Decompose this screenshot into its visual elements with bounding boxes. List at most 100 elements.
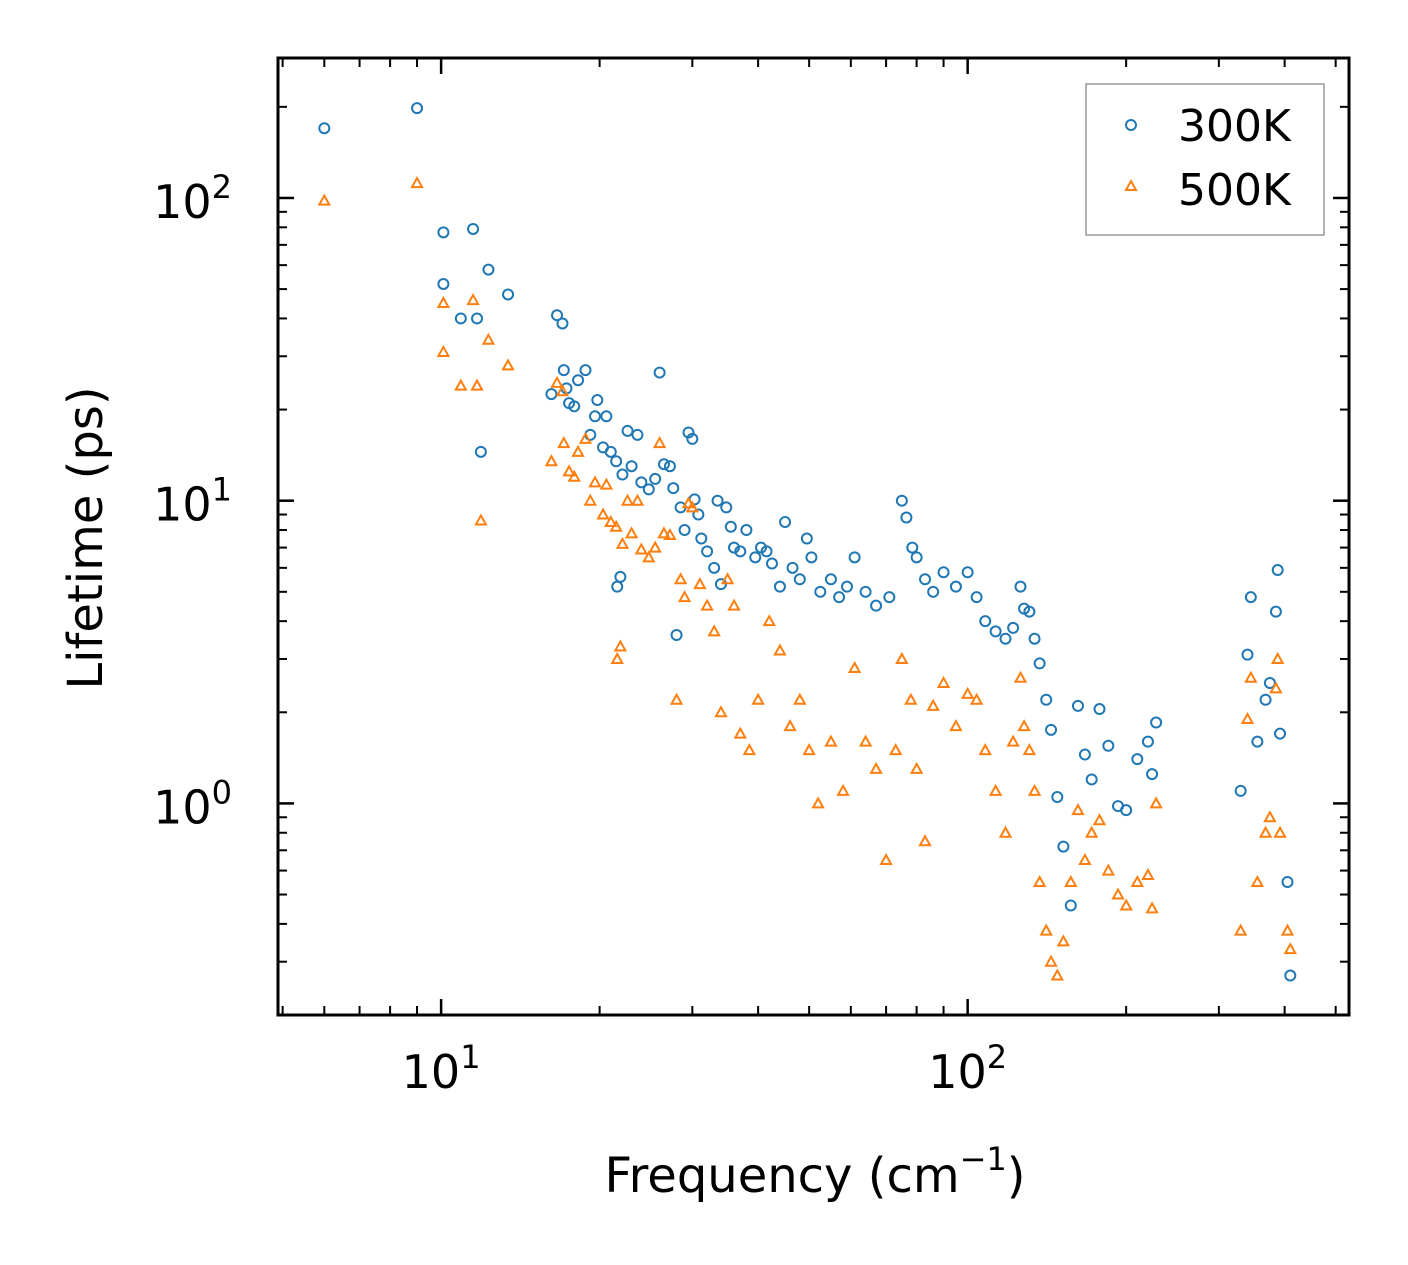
- data-point-300k: [642, 483, 655, 496]
- data-point-500k: [733, 726, 747, 739]
- data-point-300k: [1131, 753, 1144, 766]
- data-point-500k: [410, 176, 424, 189]
- data-point-500k: [599, 477, 614, 490]
- data-point-300k: [591, 394, 604, 407]
- data-point-500k: [727, 598, 741, 611]
- data-point-300k: [474, 445, 487, 458]
- data-point-300k: [1241, 648, 1254, 661]
- data-point-500k: [615, 536, 630, 549]
- data-point-300k: [1269, 605, 1282, 618]
- x-tick-label: 101: [402, 1038, 481, 1099]
- data-point-500k: [1027, 783, 1042, 796]
- data-point-500k: [714, 705, 728, 718]
- data-point-500k: [1006, 734, 1020, 747]
- data-point-500k: [936, 675, 951, 688]
- data-point-300k: [686, 432, 699, 445]
- data-point-300k: [1064, 899, 1077, 912]
- data-point-300k: [1033, 657, 1046, 670]
- data-point-300k: [848, 551, 861, 564]
- data-point-500k: [1263, 810, 1277, 823]
- data-point-500k: [802, 743, 816, 756]
- data-point-300k: [682, 426, 695, 439]
- data-point-500k: [609, 519, 623, 532]
- data-point-500k: [949, 719, 963, 732]
- data-point-300k: [779, 516, 792, 529]
- data-point-500k: [470, 378, 484, 391]
- data-point-300k: [1259, 693, 1272, 706]
- data-point-300k: [471, 312, 484, 325]
- data-point-500k: [1078, 852, 1092, 866]
- major-ticks: [278, 58, 1349, 1015]
- data-point-300k: [999, 632, 1012, 645]
- data-point-300k: [589, 410, 602, 423]
- data-point-300k: [728, 541, 741, 554]
- data-point-500k: [700, 598, 714, 611]
- data-point-300k: [979, 615, 992, 628]
- data-point-500k: [909, 761, 924, 774]
- data-point-500k: [544, 454, 559, 467]
- data-point-300k: [1057, 840, 1070, 853]
- data-point-500k: [1056, 934, 1071, 947]
- data-point-300k: [1141, 735, 1154, 748]
- data-point-500k: [1240, 711, 1255, 725]
- y-tick-label: 101: [153, 471, 232, 532]
- data-point-500k: [783, 719, 797, 732]
- data-point-300k: [678, 524, 691, 537]
- data-point-500k: [474, 513, 488, 526]
- legend-label-500k: 500K: [1178, 165, 1292, 216]
- data-point-300k: [720, 501, 733, 514]
- data-point-300k: [1051, 790, 1064, 803]
- data-point-300k: [740, 524, 753, 537]
- data-point-500k: [669, 692, 684, 705]
- legend-label-300k: 300K: [1178, 101, 1292, 152]
- data-point-500k: [1258, 825, 1273, 838]
- data-point-300k: [1028, 632, 1041, 645]
- data-point-500k: [588, 475, 602, 488]
- data-point-500k: [1064, 874, 1078, 888]
- data-point-300k: [814, 585, 827, 598]
- series-500k: [317, 176, 1297, 981]
- data-point-300k: [1274, 727, 1287, 740]
- data-point-500k: [773, 643, 787, 656]
- data-point-500k: [998, 825, 1013, 838]
- data-point-500k: [1244, 670, 1258, 683]
- data-point-500k: [550, 375, 564, 388]
- data-point-300k: [1071, 699, 1084, 712]
- y-tick-labels: 100 101 102: [153, 168, 232, 834]
- data-point-300k: [800, 532, 813, 545]
- data-point-300k: [701, 545, 714, 558]
- legend: 300K 500K: [1085, 83, 1325, 236]
- data-point-300k: [870, 599, 883, 612]
- data-point-500k: [1044, 954, 1058, 967]
- data-point-500k: [811, 796, 825, 809]
- data-point-300k: [663, 460, 676, 473]
- data-point-300k: [631, 428, 644, 441]
- data-point-300k: [840, 580, 853, 593]
- data-point-300k: [1102, 739, 1115, 752]
- data-point-300k: [1007, 621, 1020, 634]
- data-point-500k: [793, 692, 807, 705]
- data-point-300k: [1078, 748, 1091, 761]
- data-point-500k: [685, 500, 700, 513]
- data-point-500k: [1250, 874, 1265, 888]
- data-point-300k: [910, 551, 923, 564]
- data-point-300k: [1284, 969, 1297, 982]
- plot-frame: [276, 56, 1351, 1017]
- data-point-300k: [1120, 804, 1133, 817]
- data-point-500k: [720, 572, 735, 585]
- data-point-300k: [1234, 784, 1247, 797]
- data-point-500k: [1280, 923, 1295, 936]
- data-point-500k: [1013, 670, 1028, 683]
- data-point-500k: [1141, 867, 1155, 881]
- data-point-300k: [1271, 564, 1284, 577]
- data-point-300k: [635, 476, 648, 489]
- data-point-300k: [859, 585, 872, 598]
- data-point-500k: [858, 734, 873, 747]
- data-point-300k: [1045, 723, 1058, 736]
- data-point-500k: [610, 651, 624, 664]
- data-point-500k: [1283, 942, 1297, 955]
- data-point-300k: [970, 591, 983, 604]
- y-tick-label: 102: [153, 168, 232, 229]
- data-point-500k: [926, 698, 940, 711]
